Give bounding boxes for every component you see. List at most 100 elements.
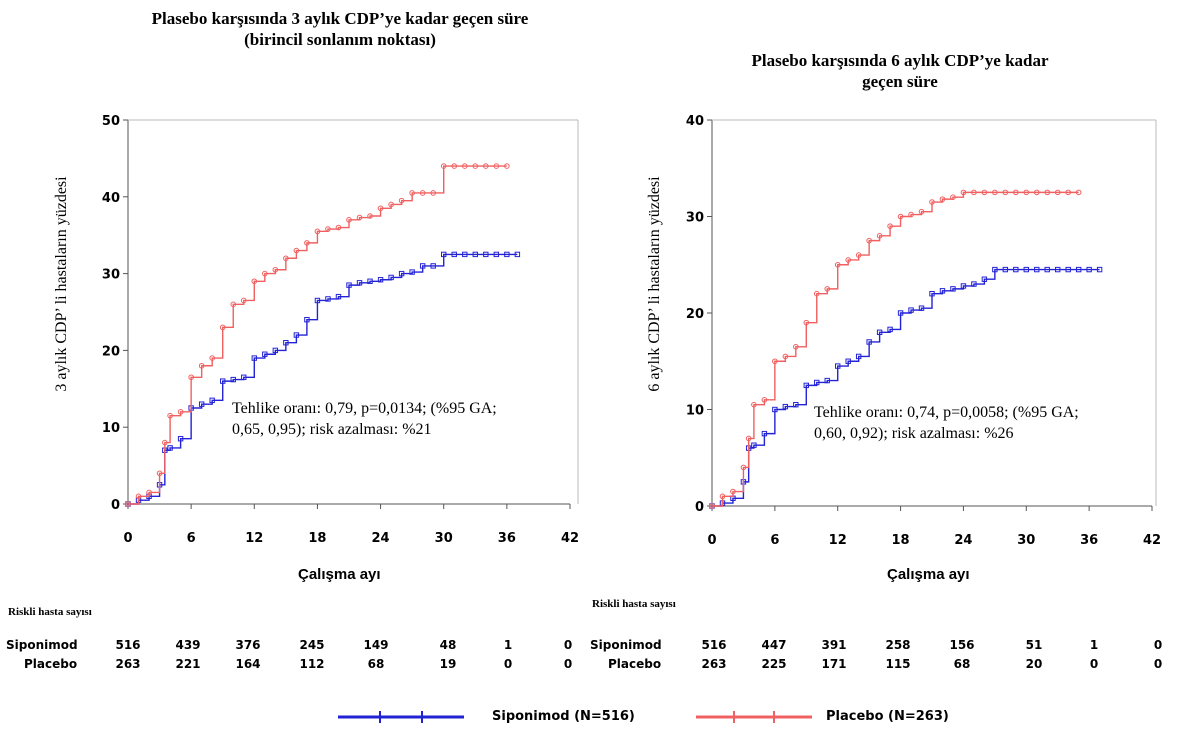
data-point-siponimod — [950, 286, 956, 292]
data-point-siponimod — [929, 291, 935, 297]
x-tick-label: 6 — [770, 533, 779, 548]
risk-row-label: Siponimod — [6, 638, 78, 652]
data-point-placebo — [745, 435, 752, 442]
legend-siponimod-label: Siponimod (N=516) — [492, 709, 635, 724]
series-line-placebo — [712, 191, 1079, 507]
data-point-siponimod — [493, 251, 500, 258]
y-tick-label: 10 — [686, 404, 704, 419]
data-point-siponimod — [377, 277, 384, 283]
legend-placebo-line — [696, 711, 812, 723]
x-tick-label: 30 — [435, 531, 453, 546]
chart1-title: Plasebo karşısında 3 aylık CDP’ye kadar … — [151, 9, 529, 49]
data-point-placebo — [356, 214, 363, 221]
risk-cell: 225 — [761, 657, 787, 671]
risk-cell: 1 — [1089, 638, 1099, 652]
risk-cell: 68 — [953, 657, 971, 671]
data-point-siponimod — [251, 355, 257, 361]
data-point-siponimod — [939, 288, 946, 294]
risk-cell: 263 — [115, 657, 141, 671]
data-point-siponimod — [1034, 266, 1040, 273]
risk-cell: 263 — [701, 657, 727, 671]
data-point-placebo — [188, 374, 194, 381]
risk-cell: 19 — [439, 657, 457, 671]
series-line-siponimod — [712, 268, 1100, 507]
data-point-siponimod — [824, 377, 830, 384]
risk-cell: 1 — [503, 638, 513, 652]
data-point-siponimod — [472, 251, 478, 258]
y-tick-label: 10 — [102, 421, 120, 436]
data-point-placebo — [230, 301, 237, 308]
data-point-placebo — [367, 213, 373, 219]
data-point-siponimod — [198, 401, 205, 407]
data-point-siponimod — [451, 251, 457, 258]
data-point-siponimod — [876, 329, 883, 336]
data-point-siponimod — [335, 293, 342, 300]
x-tick-label: 0 — [707, 533, 716, 548]
data-point-siponimod — [992, 266, 998, 273]
data-point-placebo — [293, 247, 300, 254]
data-point-placebo — [335, 224, 342, 231]
data-point-siponimod — [325, 296, 331, 302]
data-point-siponimod — [262, 351, 268, 357]
risk-cell: 0 — [563, 638, 573, 652]
data-point-placebo — [430, 190, 436, 196]
x-tick-label: 18 — [308, 531, 326, 546]
data-point-siponimod — [514, 251, 521, 258]
data-point-placebo — [803, 319, 810, 326]
data-point-siponimod — [220, 378, 226, 384]
x-tick-label: 0 — [123, 531, 132, 546]
data-point-placebo — [504, 163, 510, 169]
data-point-placebo — [125, 501, 131, 507]
data-point-placebo — [824, 286, 831, 292]
data-point-placebo — [960, 189, 967, 196]
data-point-siponimod — [1013, 266, 1019, 273]
data-point-placebo — [887, 223, 893, 229]
data-point-placebo — [730, 488, 736, 495]
data-point-siponimod — [504, 251, 510, 258]
chart2-title: Plasebo karşısında 6 aylık CDP’ye kadar … — [751, 51, 1049, 91]
data-point-placebo — [950, 194, 956, 200]
risk-cell: 171 — [821, 657, 847, 671]
data-point-placebo — [388, 201, 394, 208]
data-point-siponimod — [304, 316, 310, 323]
risk-cell: 68 — [367, 657, 385, 671]
data-point-placebo — [929, 199, 935, 205]
data-point-siponimod — [772, 406, 778, 413]
x-tick-label: 36 — [498, 531, 516, 546]
x-tick-label: 12 — [829, 533, 847, 548]
x-tick-label: 6 — [187, 531, 196, 546]
risk-cell: 221 — [175, 657, 201, 671]
risk-cell: 149 — [363, 638, 389, 652]
y-tick-label: 20 — [686, 307, 704, 322]
chart2-annotation: Tehlike oranı: 0,74, p=0,0058; (%95 GA; … — [814, 402, 1079, 444]
data-point-placebo — [209, 355, 215, 361]
data-point-placebo — [198, 362, 205, 369]
data-point-siponimod — [1086, 266, 1092, 273]
chart2-plot: 0 10 20 30 40 0 6 12 18 24 30 36 42 — [686, 114, 1161, 548]
legend-placebo-label: Placebo (N=263) — [826, 709, 949, 724]
data-point-placebo — [939, 196, 946, 202]
data-point-placebo — [782, 353, 789, 360]
data-point-siponimod — [388, 274, 394, 281]
data-point-placebo — [1002, 189, 1009, 196]
series-line-siponimod — [128, 253, 518, 505]
data-point-siponimod — [761, 430, 768, 437]
x-tick-label: 24 — [954, 533, 972, 548]
data-point-siponimod — [803, 382, 809, 389]
risk-row-label: Siponimod — [590, 638, 662, 652]
data-point-siponimod — [835, 363, 841, 369]
risk-cell: 376 — [235, 638, 261, 652]
risk-title-right: Riskli hasta sayısı — [592, 598, 676, 610]
chart2-ylabel: 6 aylık CDP’ li hastaların yüzdesi — [646, 176, 663, 392]
risk-title-left: Riskli hasta sayısı — [8, 606, 92, 618]
data-point-siponimod — [855, 353, 862, 360]
data-point-placebo — [283, 255, 289, 262]
data-point-placebo — [834, 261, 841, 268]
data-point-placebo — [483, 163, 489, 169]
data-point-siponimod — [918, 305, 925, 311]
data-point-placebo — [876, 233, 883, 239]
data-point-placebo — [398, 197, 405, 204]
data-point-placebo — [740, 464, 747, 471]
data-point-placebo — [251, 278, 258, 285]
data-point-placebo — [272, 266, 279, 273]
